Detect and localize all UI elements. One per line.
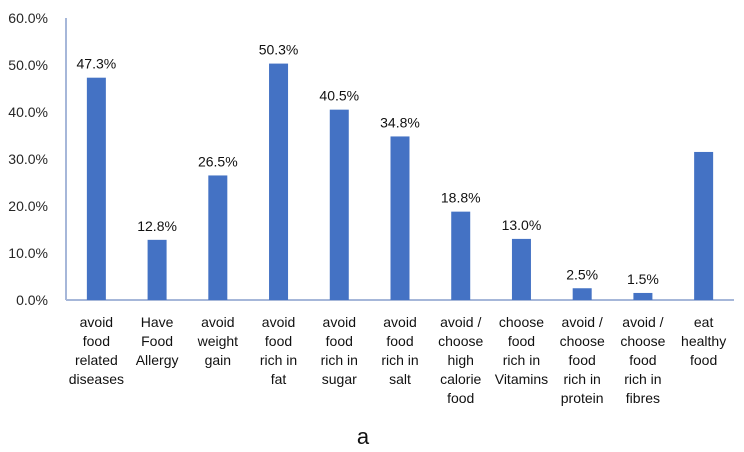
x-category-label: avoid / choose food rich in protein (560, 314, 605, 406)
x-category-label: eat healthy food (681, 314, 726, 368)
data-label: 26.5% (198, 153, 238, 169)
bar (572, 288, 592, 300)
x-category-label: avoid weight gain (197, 314, 239, 368)
bars (86, 63, 714, 301)
x-category-label: avoid food related diseases (69, 314, 124, 387)
data-label: 1.5% (627, 271, 659, 287)
category-labels: avoid food related diseases Have Food Allergy a… (69, 314, 726, 406)
y-tick-label: 10.0% (8, 245, 48, 261)
bar (147, 239, 167, 300)
bar (511, 238, 531, 300)
data-label: 34.8% (380, 114, 420, 130)
y-tick-label: 30.0% (8, 151, 48, 167)
x-category-label: avoid food rich in salt (381, 314, 418, 387)
y-axis-ticks: 0.0% 10.0% 20.0% 30.0% 40.0% 50.0% 60.0% (8, 10, 48, 308)
bar (633, 292, 653, 300)
bar (208, 175, 228, 300)
figure-caption: a (357, 424, 370, 449)
x-category-label: avoid / choose high calorie food (438, 314, 483, 406)
bar (269, 63, 289, 301)
y-tick-label: 50.0% (8, 57, 48, 73)
x-category-label: avoid food rich in fat (260, 314, 297, 387)
data-label: 18.8% (441, 190, 481, 206)
data-label: 50.3% (259, 42, 299, 58)
x-category-label: avoid food rich in sugar (321, 314, 358, 387)
data-label: 12.8% (137, 218, 177, 234)
bar (329, 109, 349, 301)
y-tick-label: 0.0% (16, 292, 48, 308)
data-label: 2.5% (566, 266, 598, 282)
x-category-label: Have Food Allergy (136, 314, 179, 368)
bar (390, 136, 410, 300)
bar (86, 77, 106, 300)
x-category-label: choose food rich in Vitamins (495, 314, 548, 387)
y-tick-label: 60.0% (8, 10, 48, 26)
bar (451, 211, 471, 300)
y-tick-label: 20.0% (8, 198, 48, 214)
data-label: 13.0% (502, 217, 542, 233)
y-tick-label: 40.0% (8, 104, 48, 120)
data-labels: 47.3% 12.8% 26.5% 50.3% 40.5% 34.8% 18.8% 13.0%… (77, 42, 659, 287)
x-category-label: avoid / choose food rich in fibres (620, 314, 665, 406)
data-label: 40.5% (319, 88, 359, 104)
data-label: 47.3% (77, 56, 117, 72)
bar (694, 151, 714, 300)
